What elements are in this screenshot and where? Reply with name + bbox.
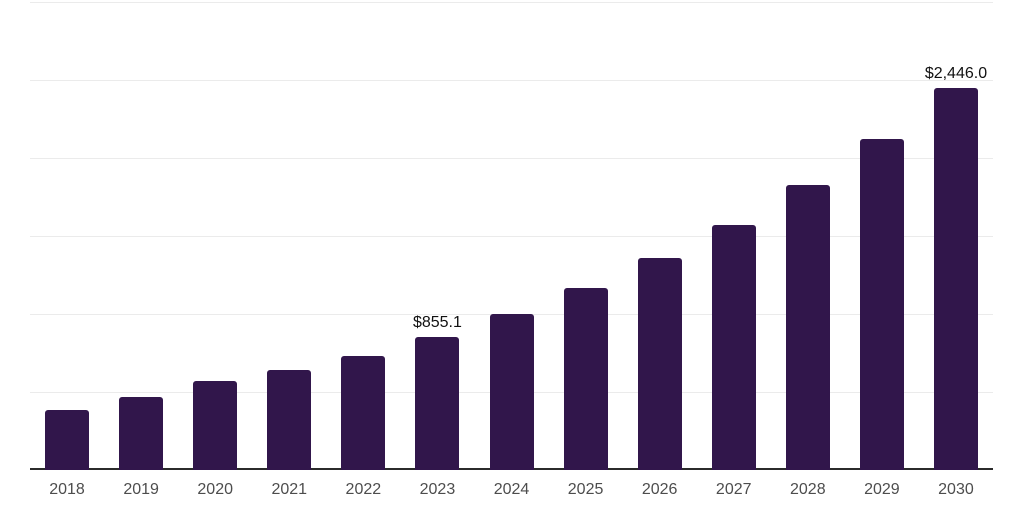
gridline-1500 bbox=[30, 236, 993, 237]
bar-2022 bbox=[341, 356, 386, 470]
x-tick-2028: 2028 bbox=[790, 481, 826, 498]
x-tick-2029: 2029 bbox=[864, 481, 900, 498]
x-tick-2026: 2026 bbox=[641, 481, 678, 498]
value-label-2023: $855.1 bbox=[412, 313, 462, 331]
x-tick-2024: 2024 bbox=[493, 481, 530, 498]
gridline-2500 bbox=[30, 80, 993, 81]
bar-2028 bbox=[785, 184, 830, 470]
x-tick-2027: 2027 bbox=[715, 481, 752, 498]
value-label-2030: $2,446.0 bbox=[924, 65, 988, 83]
bar-2020 bbox=[193, 381, 238, 470]
gridline-3000 bbox=[30, 2, 993, 3]
x-tick-2023: 2023 bbox=[419, 481, 456, 498]
x-tick-2019: 2019 bbox=[123, 481, 159, 498]
bar-2030 bbox=[933, 88, 978, 470]
plot-area: $855.1 $2,446.0 bbox=[30, 0, 993, 470]
bar-2026 bbox=[637, 257, 682, 470]
x-tick-2030: 2030 bbox=[938, 481, 974, 498]
bar-2021 bbox=[267, 370, 312, 470]
bar-2023 bbox=[415, 336, 460, 470]
bar-2029 bbox=[859, 139, 904, 470]
bar-2019 bbox=[119, 397, 164, 470]
x-tick-2020: 2020 bbox=[197, 481, 233, 498]
bar-2024 bbox=[489, 314, 534, 470]
x-tick-2025: 2025 bbox=[567, 481, 604, 498]
bar-2018 bbox=[45, 409, 90, 470]
bar-2025 bbox=[563, 288, 608, 470]
x-tick-2018: 2018 bbox=[49, 481, 85, 498]
bar-2027 bbox=[711, 225, 756, 470]
x-tick-2021: 2021 bbox=[271, 481, 308, 498]
gridline-2000 bbox=[30, 158, 993, 159]
x-tick-2022: 2022 bbox=[345, 481, 382, 498]
